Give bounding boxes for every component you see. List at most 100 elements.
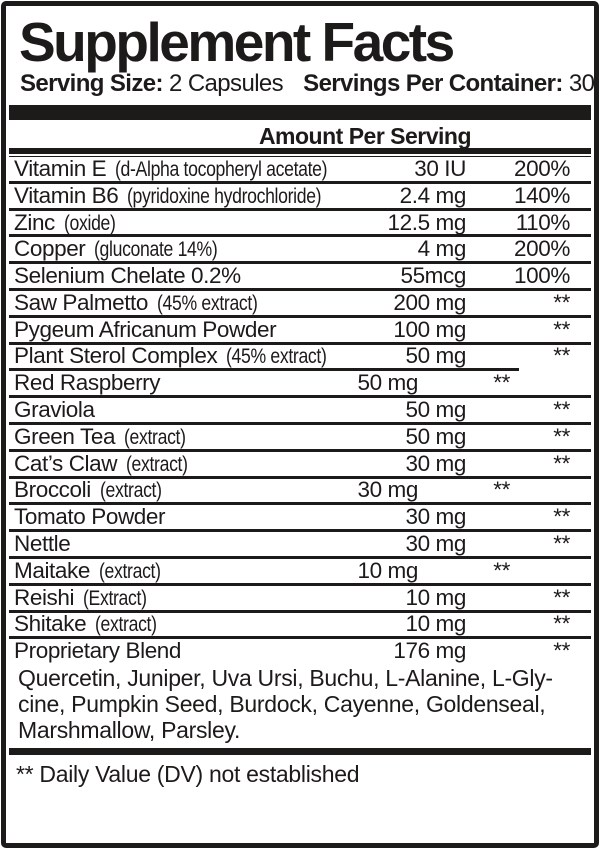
row-divider bbox=[9, 368, 519, 372]
nutrient-amount: 12.5 mg bbox=[387, 209, 467, 235]
nutrient-name: Proprietary Blend bbox=[14, 638, 182, 664]
row-divider bbox=[9, 609, 591, 613]
nutrient-detail: (45% extract) bbox=[156, 291, 258, 315]
nutrient-name-cell: Cat’s Claw (extract) bbox=[14, 451, 374, 477]
nutrient-name: Tomato Powder bbox=[14, 504, 166, 530]
nutrient-name: Selenium Chelate 0.2% bbox=[14, 263, 241, 289]
row-divider bbox=[9, 314, 591, 318]
nutrient-name-cell: Broccoli (extract) bbox=[14, 477, 374, 503]
nutrient-name-cell: Nettle bbox=[14, 531, 374, 557]
nutrient-detail: (45% extract) bbox=[226, 345, 327, 369]
row-divider bbox=[9, 636, 591, 640]
nutrient-amount: 50 mg bbox=[405, 343, 466, 369]
nutrient-name: Vitamin E bbox=[14, 155, 107, 181]
blend-line: Quercetin, Juniper, Uva Ursi, Buchu, L-A… bbox=[18, 665, 553, 692]
nutrient-detail: (oxide) bbox=[63, 211, 116, 235]
nutrient-name-cell: Vitamin E (d-Alpha tocopheryl acetate) bbox=[14, 156, 374, 182]
nutrient-name: Saw Palmetto bbox=[14, 289, 149, 315]
serving-size-value: 2 Capsules bbox=[169, 70, 284, 97]
nutrient-amount: 10 mg bbox=[357, 557, 418, 583]
nutrient-amount: 176 mg bbox=[393, 638, 466, 664]
nutrient-amount: 50 mg bbox=[405, 397, 466, 423]
nutrient-row: Copper (gluconate 14%) 4 mg 200% bbox=[6, 236, 594, 262]
nutrient-name: Nettle bbox=[14, 531, 71, 557]
servings-per-container-value: 30 bbox=[568, 70, 595, 97]
nutrient-name-cell: Graviola bbox=[14, 397, 374, 423]
nutrient-row: Selenium Chelate 0.2% 55mcg 100% bbox=[6, 263, 594, 289]
nutrient-amount: 10 mg bbox=[405, 584, 466, 610]
nutrient-dv: ** bbox=[553, 450, 570, 476]
nutrient-amount: 55mcg bbox=[400, 263, 466, 289]
daily-value-footnote: ** Daily Value (DV) not established bbox=[16, 761, 360, 788]
nutrient-amount: 50 mg bbox=[405, 423, 466, 449]
nutrient-name-cell: Zinc (oxide) bbox=[14, 210, 374, 236]
nutrient-name: Shitake bbox=[14, 611, 87, 637]
nutrient-name-cell: Vitamin B6 (pyridoxine hydrochloride) bbox=[14, 183, 374, 209]
row-divider bbox=[9, 582, 591, 586]
nutrient-dv: 200% bbox=[514, 155, 570, 181]
nutrient-row: Cat’s Claw (extract) 30 mg ** bbox=[6, 450, 594, 477]
row-divider bbox=[9, 448, 591, 452]
nutrient-name: Cat’s Claw bbox=[14, 450, 118, 476]
nutrient-dv: ** bbox=[553, 611, 570, 637]
nutrient-name-cell: Shitake (extract) bbox=[14, 611, 374, 637]
row-divider bbox=[9, 341, 591, 345]
nutrient-amount: 30 IU bbox=[414, 155, 466, 181]
nutrient-name-cell: Plant Sterol Complex (45% extract) bbox=[14, 343, 374, 369]
nutrient-name: Plant Sterol Complex bbox=[14, 343, 218, 369]
nutrient-row: Nettle 30 mg ** bbox=[6, 531, 594, 557]
nutrient-detail: (extract) bbox=[125, 452, 188, 476]
nutrient-row: Red Raspberry 50 mg ** bbox=[6, 370, 594, 396]
nutrient-dv: ** bbox=[553, 343, 570, 369]
nutrient-name: Reishi bbox=[14, 584, 75, 610]
row-divider bbox=[9, 475, 591, 479]
nutrient-row: Pygeum Africanum Powder 100 mg ** bbox=[6, 317, 594, 343]
nutrient-amount: 30 mg bbox=[357, 477, 418, 503]
nutrient-amount: 2.4 mg bbox=[399, 182, 467, 208]
serving-size-label: Serving Size: bbox=[20, 70, 164, 97]
nutrient-name-cell: Proprietary Blend bbox=[14, 638, 374, 664]
row-divider bbox=[9, 207, 591, 211]
row-divider bbox=[9, 421, 591, 425]
row-divider bbox=[9, 180, 591, 184]
divider-hairline bbox=[9, 156, 591, 157]
nutrient-amount: 50 mg bbox=[357, 370, 418, 396]
panel-title: Supplement Facts bbox=[19, 11, 455, 73]
nutrient-name-cell: Saw Palmetto (45% extract) bbox=[14, 290, 374, 316]
nutrient-name: Pygeum Africanum Powder bbox=[14, 316, 277, 342]
nutrient-name-cell: Pygeum Africanum Powder bbox=[14, 317, 374, 343]
nutrient-row: Plant Sterol Complex (45% extract) 50 mg… bbox=[6, 343, 594, 369]
nutrient-row: Proprietary Blend 176 mg ** bbox=[6, 638, 594, 664]
nutrient-row: Reishi (Extract) 10 mg ** bbox=[6, 584, 594, 611]
nutrient-name: Broccoli bbox=[14, 477, 91, 503]
nutrient-amount: 10 mg bbox=[405, 611, 466, 637]
nutrient-name: Vitamin B6 bbox=[14, 182, 119, 208]
nutrient-dv: ** bbox=[553, 638, 570, 664]
nutrient-row: Maitake (extract) 10 mg ** bbox=[6, 557, 594, 584]
nutrient-name-cell: Reishi (Extract) bbox=[14, 585, 374, 611]
nutrient-amount: 4 mg bbox=[417, 236, 467, 262]
nutrient-name-cell: Tomato Powder bbox=[14, 504, 374, 530]
divider-under-header bbox=[9, 148, 591, 154]
nutrient-row: Vitamin E (d-Alpha tocopheryl acetate) 3… bbox=[6, 155, 594, 182]
nutrient-dv: 110% bbox=[515, 209, 571, 235]
nutrient-name-cell: Maitake (extract) bbox=[14, 558, 374, 584]
row-divider bbox=[9, 395, 591, 399]
nutrient-row: Green Tea (extract) 50 mg ** bbox=[6, 423, 594, 449]
nutrient-dv: ** bbox=[493, 557, 510, 583]
nutrient-detail: (extract) bbox=[95, 613, 157, 637]
nutrient-row: Shitake (extract) 10 mg ** bbox=[6, 611, 594, 637]
nutrient-name-cell: Copper (gluconate 14%) bbox=[14, 236, 374, 262]
row-divider bbox=[9, 234, 591, 238]
nutrient-dv: 200% bbox=[514, 236, 570, 262]
nutrient-name: Copper bbox=[14, 236, 86, 262]
nutrient-dv: ** bbox=[553, 423, 570, 449]
nutrient-table: Vitamin E (d-Alpha tocopheryl acetate) 3… bbox=[6, 155, 594, 664]
nutrient-row: Saw Palmetto (45% extract) 200 mg ** bbox=[6, 290, 594, 316]
nutrient-row: Vitamin B6 (pyridoxine hydrochloride) 2.… bbox=[6, 182, 594, 209]
nutrient-dv: ** bbox=[553, 397, 570, 423]
row-divider bbox=[9, 529, 591, 533]
nutrient-name: Green Tea bbox=[14, 423, 116, 449]
nutrient-detail: (pyridoxine hydrochloride) bbox=[127, 184, 322, 208]
